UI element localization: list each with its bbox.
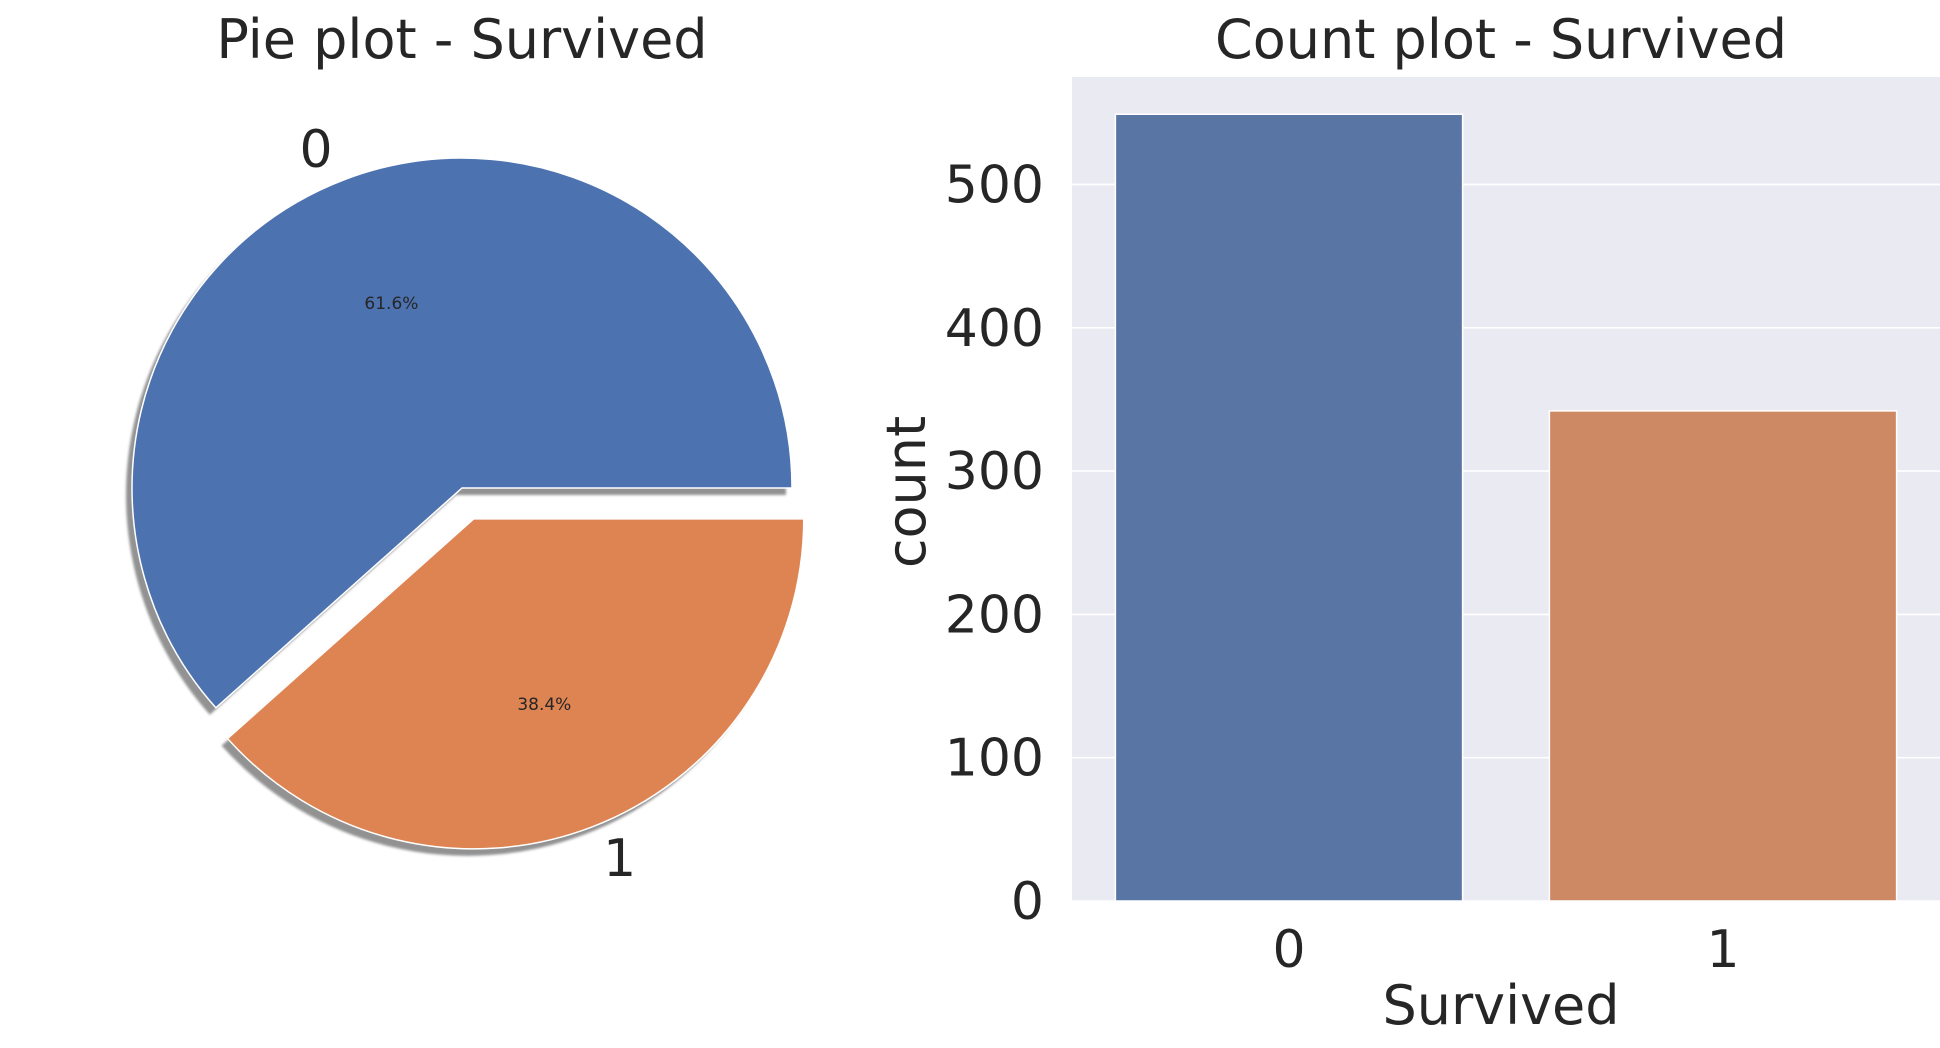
y-tick-label: 0 (1011, 872, 1044, 932)
pie-slice-0 (131, 157, 793, 709)
bar-1 (1548, 410, 1898, 902)
x-tick-label: 0 (1272, 920, 1305, 980)
bar-y-axis-label: count (875, 416, 938, 568)
y-tick-label: 400 (945, 299, 1044, 359)
y-tick-label: 100 (945, 729, 1044, 789)
bar-y-tick-labels: 0 100 200 300 400 500 (945, 155, 1044, 932)
x-tick-label: 1 (1706, 920, 1739, 980)
y-tick-label: 200 (945, 585, 1044, 645)
pie-category-label: 1 (603, 829, 636, 889)
pie-labels: 61.6% 0 38.4% 1 (300, 120, 637, 889)
bar-title: Count plot - Survived (1215, 8, 1787, 71)
bar-marks (1114, 113, 1898, 902)
pie-slice-1 (226, 518, 805, 850)
pie-chart: Pie plot - Survived 61.6% 0 38.4% 1 (125, 8, 805, 889)
pie-percent-label: 38.4% (517, 695, 571, 715)
y-tick-label: 500 (945, 155, 1044, 215)
bar-0 (1114, 113, 1464, 902)
pie-slices (131, 157, 805, 850)
pie-category-label: 0 (300, 120, 333, 180)
pie-percent-label: 61.6% (364, 294, 418, 314)
bar-x-axis-label: Survived (1382, 974, 1619, 1037)
pie-title: Pie plot - Survived (216, 8, 707, 71)
y-tick-label: 300 (945, 442, 1044, 502)
